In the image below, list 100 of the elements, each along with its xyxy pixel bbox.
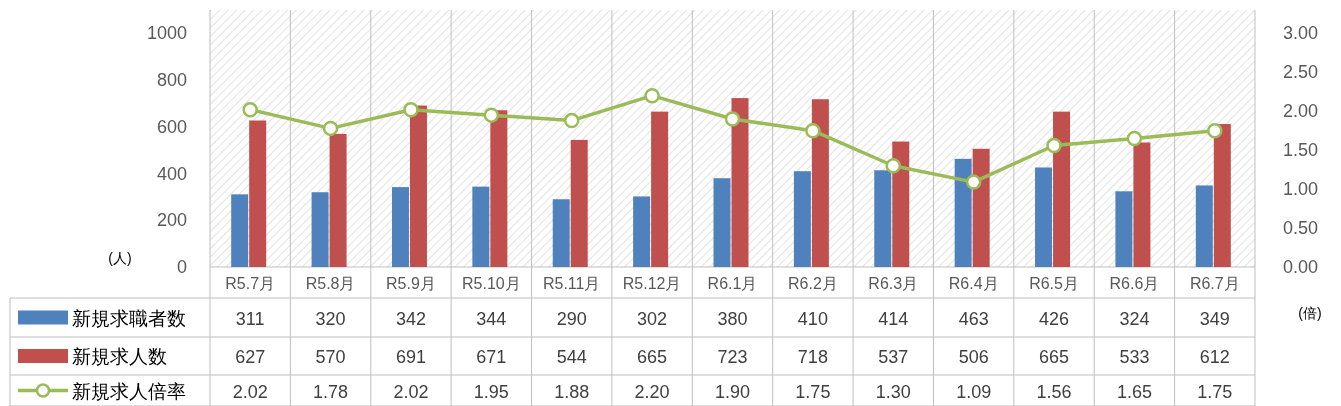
bar: [651, 111, 669, 267]
point: [563, 112, 580, 129]
x-tick-label: R6.7月: [1189, 275, 1240, 292]
x-tick-label: R5.11月: [542, 275, 601, 292]
data-label: 1.75: [1197, 381, 1233, 402]
data-label: 1.75: [795, 381, 831, 402]
data-label: 612: [1199, 347, 1230, 367]
bar: [231, 194, 249, 267]
data-label: 302: [637, 308, 668, 329]
legend-label: 新規求職者数: [72, 307, 186, 329]
data-label: 320: [315, 308, 346, 329]
y2-tick-label: 1.50: [1282, 140, 1318, 161]
data-label: 2.02: [232, 381, 268, 402]
y-tick-label: 1000: [146, 23, 187, 44]
data-label: 665: [1039, 347, 1070, 367]
y-tick-label: 800: [156, 70, 187, 91]
y-tick-label: 200: [156, 210, 187, 231]
x-tick-label: R5.8月: [305, 275, 356, 292]
bar: [1195, 185, 1213, 267]
y-tick-label: 600: [156, 116, 187, 137]
point: [1046, 137, 1062, 154]
bar: [490, 110, 508, 267]
data-label: 570: [315, 347, 346, 367]
bar: [409, 105, 427, 267]
data-label: 1.90: [714, 381, 751, 402]
point: [885, 158, 902, 174]
data-label: 1.56: [1036, 381, 1072, 402]
bar: [874, 170, 892, 267]
data-label: 665: [637, 347, 668, 367]
point: [965, 174, 982, 190]
bar: [1213, 124, 1231, 267]
y2-tick-label: 3.00: [1282, 23, 1318, 44]
data-label: 2.20: [634, 381, 670, 402]
x-tick-label: R5.9月: [386, 275, 436, 292]
point: [644, 87, 660, 104]
point: [1207, 122, 1223, 139]
data-label: 537: [878, 347, 909, 367]
data-label: 290: [556, 308, 587, 329]
point: [483, 107, 500, 123]
y-axis-title: (人): [108, 250, 132, 266]
point: [724, 111, 741, 127]
bar: [713, 178, 731, 267]
bar: [570, 139, 588, 267]
bar: [972, 148, 990, 267]
bar: [1115, 191, 1133, 267]
legend-label: 新規求人倍率: [72, 380, 186, 402]
point: [403, 101, 419, 118]
data-label: 426: [1039, 308, 1070, 329]
x-tick-label: R6.2月: [787, 275, 838, 292]
legend-label: 新規求人数: [72, 346, 167, 367]
y-tick-label: 0: [176, 257, 187, 277]
x-tick-label: R5.7月: [225, 275, 276, 292]
bar: [1035, 167, 1053, 267]
y2-tick-label: 2.50: [1282, 62, 1318, 83]
bar: [472, 186, 490, 267]
data-label: 627: [235, 347, 266, 367]
data-label: 533: [1119, 347, 1150, 367]
data-label: 324: [1119, 308, 1150, 329]
x-tick-label: R6.5月: [1029, 275, 1079, 292]
bar: [391, 187, 409, 267]
data-label: 1.30: [875, 381, 911, 402]
data-label: 349: [1199, 308, 1230, 329]
bar: [954, 158, 972, 267]
x-tick-label: R6.3月: [868, 275, 919, 292]
point: [1126, 130, 1143, 147]
data-label: 1.95: [473, 381, 509, 402]
data-label: 1.78: [313, 381, 349, 402]
bar: [793, 171, 811, 267]
bar: [633, 196, 651, 267]
bar: [892, 141, 910, 267]
x-tick-label: R6.1月: [707, 275, 758, 292]
point: [322, 120, 339, 137]
data-label: 410: [797, 308, 828, 329]
x-tick-label: R6.4月: [948, 275, 999, 292]
data-label: 718: [797, 347, 828, 367]
data-label: 2.02: [393, 381, 429, 402]
bar: [731, 98, 749, 267]
data-label: 311: [235, 308, 265, 329]
bar: [552, 199, 570, 267]
data-label: 380: [717, 308, 748, 329]
x-tick-label: R6.6月: [1109, 275, 1160, 292]
data-label: 671: [476, 347, 507, 367]
data-label: 691: [395, 347, 426, 367]
data-label: 506: [958, 347, 989, 367]
y2-tick-label: 1.00: [1282, 179, 1318, 200]
data-label: 344: [476, 308, 507, 329]
point: [242, 101, 258, 118]
y-tick-label: 400: [156, 163, 187, 184]
data-label: 1.09: [956, 381, 992, 402]
data-label: 463: [958, 308, 989, 329]
data-label: 342: [395, 308, 426, 329]
bar: [329, 133, 347, 267]
data-label: 723: [717, 347, 748, 367]
point: [805, 122, 821, 139]
data-label: 1.88: [554, 381, 590, 402]
y2-tick-label: 0.50: [1282, 218, 1318, 239]
x-tick-label: R5.10月: [461, 275, 521, 292]
bar: [1133, 142, 1151, 267]
bar: [311, 192, 329, 267]
y2-tick-label: 0.00: [1282, 257, 1318, 277]
